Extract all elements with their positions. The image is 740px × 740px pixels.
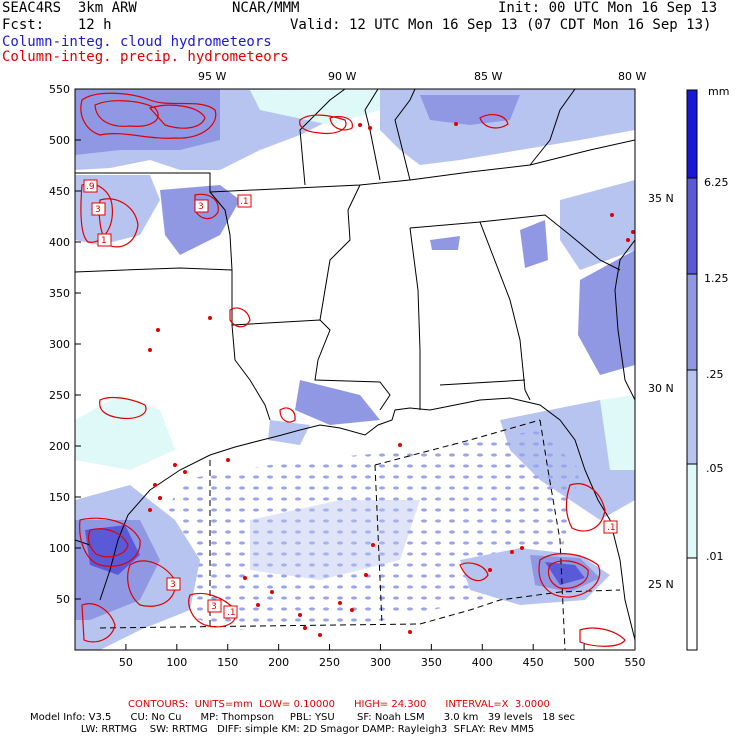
x-axis-labels: 50 100 150 200 250 300 350 400 450 500 550 xyxy=(119,656,646,669)
boundaries xyxy=(75,89,635,641)
contour-label: 1 xyxy=(101,236,107,246)
y-tick-label: 400 xyxy=(49,236,70,249)
institution-label: NCAR/MMM xyxy=(232,0,300,16)
model-info-line1: Model Info: V3.5 CU: No Cu MP: Thompson … xyxy=(30,712,576,723)
lon-label: 85 W xyxy=(474,70,502,83)
field-legend-cloud: Column-integ. cloud hydrometeors xyxy=(2,34,272,50)
map-frame xyxy=(74,88,636,651)
colorbar-segment xyxy=(687,274,697,370)
lat-label: 35 N xyxy=(648,192,674,205)
x-tick-label: 100 xyxy=(166,656,187,669)
colorbar-label: .25 xyxy=(706,368,724,381)
contour-label: 3 xyxy=(170,580,176,590)
y-tick-label: 150 xyxy=(49,491,70,504)
x-tick-label: 500 xyxy=(574,656,595,669)
x-tick-label: 450 xyxy=(523,656,544,669)
precip-contours xyxy=(79,92,626,647)
contour-label: .1 xyxy=(607,523,616,533)
contour-label: .9 xyxy=(86,182,95,192)
y-tick-label: 450 xyxy=(49,185,70,198)
contour-info: CONTOURS: UNITS=mm LOW= 0.10000 HIGH= 24… xyxy=(128,699,550,710)
x-tick-label: 400 xyxy=(472,656,493,669)
colorbar-segment xyxy=(687,178,697,274)
x-tick-label: 550 xyxy=(625,656,646,669)
colorbar-label: .05 xyxy=(706,462,724,475)
contour-label: .1 xyxy=(240,197,249,207)
colorbar-segment xyxy=(687,90,697,178)
axis-ticks xyxy=(75,88,636,650)
colorbar-label: 6.25 xyxy=(704,176,729,189)
y-tick-label: 500 xyxy=(49,134,70,147)
y-tick-label: 200 xyxy=(49,440,70,453)
x-tick-label: 250 xyxy=(319,656,340,669)
y-tick-label: 250 xyxy=(49,389,70,402)
lat-label: 30 N xyxy=(648,382,674,395)
y-axis-labels: 550 500 450 400 350 300 250 200 150 100 50 xyxy=(49,83,70,606)
precip-cells xyxy=(148,122,635,637)
contour-label: 3 xyxy=(198,202,204,212)
valid-time: Valid: 12 UTC Mon 16 Sep 13 (07 CDT Mon … xyxy=(290,17,712,33)
y-tick-label: 550 xyxy=(49,83,70,96)
y-tick-label: 350 xyxy=(49,287,70,300)
y-tick-label: 100 xyxy=(49,542,70,555)
lon-label: 80 W xyxy=(618,70,646,83)
colorbar-segment xyxy=(687,464,697,558)
model-title: SEAC4RS 3km ARW xyxy=(2,0,137,16)
contour-label: 3 xyxy=(211,602,217,612)
y-tick-label: 50 xyxy=(56,593,70,606)
init-time: Init: 00 UTC Mon 16 Sep 13 xyxy=(498,0,718,16)
contour-label: 3 xyxy=(95,205,101,215)
x-tick-label: 150 xyxy=(217,656,238,669)
x-tick-label: 50 xyxy=(119,656,133,669)
x-tick-label: 350 xyxy=(421,656,442,669)
contour-labels: .9 3 3 .1 1 .1 3 3 .1 xyxy=(83,179,618,619)
x-tick-label: 300 xyxy=(370,656,391,669)
x-tick-label: 200 xyxy=(268,656,289,669)
forecast-hour: Fcst: 12 h xyxy=(2,17,112,33)
colorbar-segment xyxy=(687,370,697,464)
model-info-line2: LW: RRTMG SW: RRTMG DIFF: simple KM: 2D … xyxy=(30,724,535,735)
contour-label: .1 xyxy=(227,608,236,618)
colorbar: mm 6.25 1.25 .25 .05 .01 xyxy=(686,85,729,651)
colorbar-unit: mm xyxy=(708,85,729,98)
colorbar-label: 1.25 xyxy=(704,272,729,285)
colorbar-segment xyxy=(687,558,697,650)
lon-label: 95 W xyxy=(198,70,226,83)
colorbar-label: .01 xyxy=(706,550,724,563)
lon-label: 90 W xyxy=(328,70,356,83)
field-legend-precip: Column-integ. precip. hydrometeors xyxy=(2,49,289,65)
lat-label: 25 N xyxy=(648,578,674,591)
y-tick-label: 300 xyxy=(49,338,70,351)
